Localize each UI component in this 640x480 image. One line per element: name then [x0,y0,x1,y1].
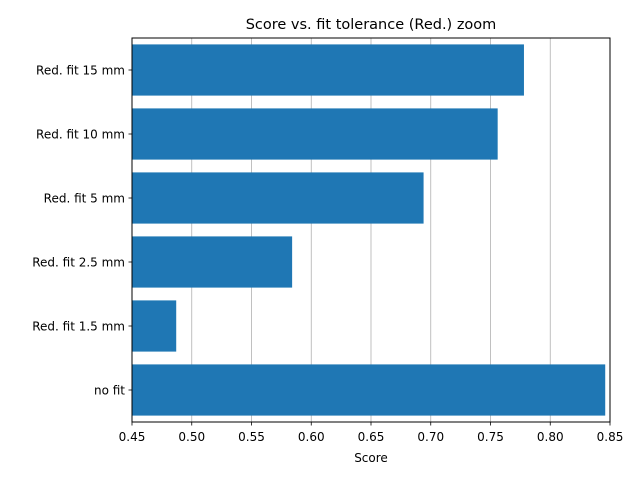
x-tick-label: 0.50 [178,430,205,444]
y-axis: no fit Red. fit 1.5 mm Red. fit 2.5 mm Red.… [32,64,132,398]
bar [132,108,498,160]
x-axis-title: Score [354,451,388,465]
x-tick-label: 0.70 [417,430,444,444]
x-tick-label: 0.85 [597,430,624,444]
chart-title: Score vs. fit tolerance (Red.) zoom [246,17,497,33]
bars [132,44,606,416]
x-tick-label: 0.65 [358,430,385,444]
y-tick-label: Red. fit 10 mm [36,128,125,142]
x-tick-label: 0.75 [477,430,504,444]
bar [132,364,606,416]
x-tick-label: 0.60 [298,430,325,444]
x-tick-label: 0.45 [119,430,146,444]
y-tick-label: Red. fit 15 mm [36,64,125,78]
y-tick-label: Red. fit 5 mm [44,192,125,206]
bar [132,172,424,224]
bar [132,236,293,288]
bar [132,44,524,96]
y-tick-label: Red. fit 2.5 mm [32,256,125,270]
x-tick-label: 0.55 [238,430,265,444]
x-axis: 0.45 0.50 0.55 0.60 0.65 0.70 0.75 0.80 0.85 [119,422,624,444]
y-tick-label: no fit [94,384,125,398]
x-tick-label: 0.80 [537,430,564,444]
y-tick-label: Red. fit 1.5 mm [32,320,125,334]
bar [132,300,177,352]
